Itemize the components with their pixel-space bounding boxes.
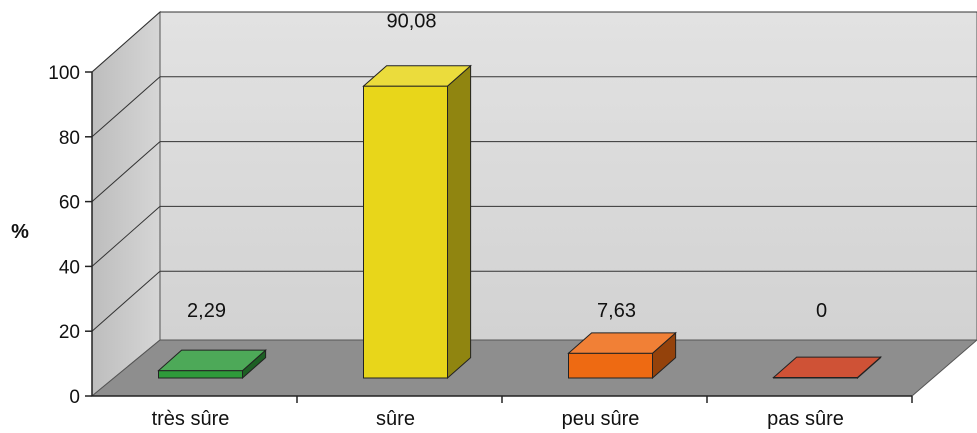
bar-front bbox=[363, 85, 448, 379]
x-tick-label: très sûre bbox=[152, 408, 230, 430]
x-tick-label: peu sûre bbox=[562, 408, 640, 430]
x-tick-label: sûre bbox=[376, 408, 415, 430]
chart-side-wall bbox=[91, 10, 161, 398]
gridline-side bbox=[91, 206, 161, 267]
x-tick-label: pas sûre bbox=[767, 408, 844, 430]
bars bbox=[157, 64, 882, 380]
bar-side bbox=[447, 64, 472, 380]
chart-back-wall bbox=[159, 11, 977, 341]
bar-top bbox=[772, 356, 882, 378]
y-tick-label: 0 bbox=[69, 387, 80, 408]
bar-top bbox=[362, 65, 472, 87]
data-label: 7,63 bbox=[597, 300, 636, 322]
bar-front bbox=[568, 352, 653, 379]
gridline-side bbox=[91, 11, 161, 73]
gridlines bbox=[91, 11, 977, 332]
data-label: 0 bbox=[816, 300, 827, 322]
y-tick-label: 100 bbox=[48, 63, 80, 84]
bar-front bbox=[158, 370, 243, 379]
data-label: 2,29 bbox=[187, 300, 226, 322]
y-tick-label: 60 bbox=[59, 193, 80, 214]
bar-1 bbox=[362, 64, 472, 380]
y-tick-label: 20 bbox=[59, 322, 80, 343]
bar-2 bbox=[567, 331, 677, 380]
labels: 2,29 très sûre 90,08 sûre 7,63 peu sûre 0 pas s… bbox=[152, 11, 913, 430]
bar-0 bbox=[157, 349, 267, 380]
gridline-side bbox=[91, 76, 161, 138]
gridline-side bbox=[91, 141, 161, 202]
bar-top bbox=[567, 332, 677, 354]
y-axis-label: % bbox=[11, 221, 29, 243]
bar-3 bbox=[772, 355, 882, 380]
bar-top bbox=[157, 349, 267, 372]
data-label: 90,08 bbox=[386, 11, 436, 33]
y-tick-label: 80 bbox=[59, 128, 80, 149]
y-tick-label: 40 bbox=[59, 257, 80, 278]
gridline-side bbox=[91, 270, 161, 332]
